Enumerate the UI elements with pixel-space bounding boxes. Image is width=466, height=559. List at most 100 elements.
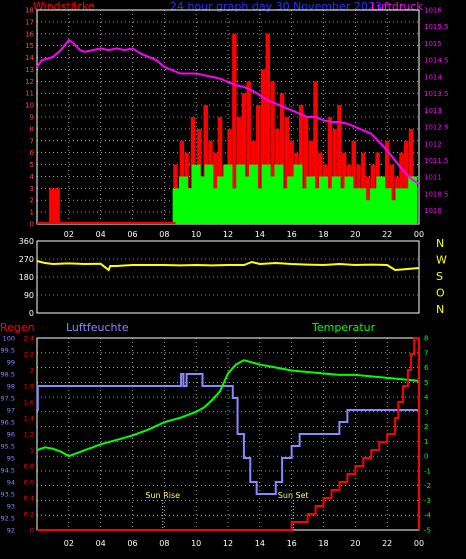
- rain-y-tick-label: 1.8: [24, 383, 34, 391]
- wind-y-tick-label: 0: [30, 221, 34, 229]
- pressure-y-tick-label: 1014.5: [424, 57, 449, 65]
- temperature-y-tick-label: -2: [424, 482, 431, 490]
- wind-gust-bar: [49, 188, 54, 224]
- rain-y-tick-label: 2: [30, 367, 34, 375]
- humidity-y-tick-label: 99: [7, 359, 15, 367]
- wind-speed-bar: [204, 164, 214, 224]
- temperature-line: [36, 359, 420, 458]
- x-tick-label: 06: [127, 230, 137, 239]
- x-tick-label: 22: [382, 230, 392, 239]
- pressure-y-tick-label: 1011: [424, 174, 442, 182]
- wind-speed-bar: [191, 164, 201, 224]
- wind-gust-bar: [327, 117, 333, 224]
- wind-gust-bar: [232, 33, 237, 225]
- humidity-y-tick-label: 96: [7, 431, 15, 439]
- pressure-title: Luftdruck: [371, 0, 423, 13]
- humidity-y-tick-label: 92: [7, 527, 15, 535]
- wind-speed-bar: [217, 176, 227, 224]
- compass-label: N: [436, 237, 444, 250]
- rain-y-tick-label: 1: [30, 447, 34, 455]
- x-tick-label: 12: [223, 230, 233, 239]
- wind-gust-bar: [284, 117, 290, 224]
- x-tick-label: 14: [255, 230, 265, 239]
- wind-speed-bar: [172, 188, 182, 224]
- direction-y-tick-label: 180: [19, 273, 34, 282]
- wind-y-tick-label: 17: [25, 18, 34, 26]
- wind-y-tick-label: 1: [30, 209, 34, 217]
- x-tick-label: 02: [64, 539, 74, 548]
- x-tick-label: 18: [318, 230, 328, 239]
- wind-speed-bar: [229, 188, 239, 224]
- wind-speed-bar: [312, 188, 322, 224]
- x-tick-label: 02: [64, 230, 74, 239]
- temperature-y-tick-label: 4: [424, 394, 429, 402]
- pressure-y-tick-label: 1014: [424, 73, 442, 81]
- wind-speed-bar: [350, 188, 360, 224]
- x-tick-label: 06: [127, 539, 137, 548]
- sunrise-label: Sun Rise: [145, 491, 180, 500]
- wind-speed-bar: [344, 176, 354, 224]
- wind-gust-bar: [389, 164, 395, 224]
- rain-y-tick-label: 0: [30, 527, 34, 535]
- compass-label: W: [436, 254, 447, 267]
- temperature-y-tick-label: 1: [424, 438, 428, 446]
- wind-gust-bar: [55, 188, 60, 224]
- x-tick-label: 14: [255, 539, 265, 548]
- wind-speed-bar: [408, 176, 418, 224]
- wind-speed-bar: [395, 188, 405, 224]
- wind-y-tick-label: 9: [30, 114, 34, 122]
- humidity-line: [36, 373, 419, 495]
- pressure-y-tick-label: 1016: [424, 7, 442, 15]
- rain-y-tick-label: 1.2: [24, 431, 34, 439]
- wind-y-tick-label: 14: [25, 54, 34, 62]
- pressure-y-tick-label: 1011.5: [424, 157, 449, 165]
- x-tick-label: 00: [414, 539, 424, 548]
- wind-y-tick-label: 7: [30, 137, 34, 145]
- wind-gust-bar: [260, 69, 266, 224]
- wind-y-tick-label: 15: [25, 42, 34, 50]
- wind-y-tick-label: 8: [30, 125, 34, 133]
- rain-y-tick-label: 2.4: [24, 335, 34, 343]
- wind-gust-bar: [384, 140, 390, 224]
- sunset-label: Sun Set: [278, 491, 309, 500]
- compass-label: S: [436, 270, 443, 283]
- direction-y-tick-label: 360: [19, 237, 34, 246]
- wind-speed-bar: [249, 164, 258, 224]
- rain-line: [37, 337, 420, 531]
- wind-title: Windstärke: [33, 0, 95, 13]
- humidity-y-tick-label: 97: [7, 407, 15, 415]
- wind-y-tick-label: 3: [30, 185, 34, 193]
- humidity-y-tick-label: 98: [7, 383, 15, 391]
- x-tick-label: 16: [287, 230, 297, 239]
- wind-speed-bar: [236, 164, 246, 224]
- wind-speed-bar: [287, 176, 297, 224]
- humidity-y-tick-label: 99.5: [1, 347, 15, 355]
- wind-speed-bar: [357, 188, 367, 224]
- temperature-y-tick-label: 5: [424, 379, 428, 387]
- x-tick-label: 10: [191, 230, 201, 239]
- temperature-title: Temperatur: [311, 321, 376, 334]
- x-tick-label: 04: [96, 539, 106, 548]
- temperature-y-tick-label: -3: [424, 497, 431, 505]
- rain-y-tick-label: 0.8: [24, 463, 34, 471]
- wind-y-tick-label: 2: [30, 197, 34, 205]
- wind-y-tick-label: 10: [25, 102, 34, 110]
- x-tick-label: 00: [414, 230, 424, 239]
- temperature-y-tick-label: -4: [424, 512, 432, 520]
- rain-humidity-temp-plot: 92 92.5 93 93.5 94 94.5 95 95.5 96 96.5 97 97.5 98 98…: [1, 335, 432, 549]
- wind-y-tick-label: 18: [25, 7, 34, 15]
- wind-speed-bar: [261, 164, 271, 224]
- humidity-y-tick-label: 94.5: [1, 467, 15, 475]
- wind-speed-bar: [280, 188, 290, 224]
- rain-y-tick-label: 0.4: [24, 495, 34, 503]
- wind-speed-bar: [185, 188, 195, 224]
- humidity-y-tick-label: 97.5: [1, 395, 15, 403]
- temperature-y-tick-label: 2: [424, 423, 428, 431]
- wind-y-tick-label: 13: [25, 66, 34, 74]
- wind-y-tick-label: 6: [30, 149, 35, 157]
- pressure-y-tick-label: 1015.5: [424, 23, 449, 31]
- x-tick-label: 18: [318, 539, 328, 548]
